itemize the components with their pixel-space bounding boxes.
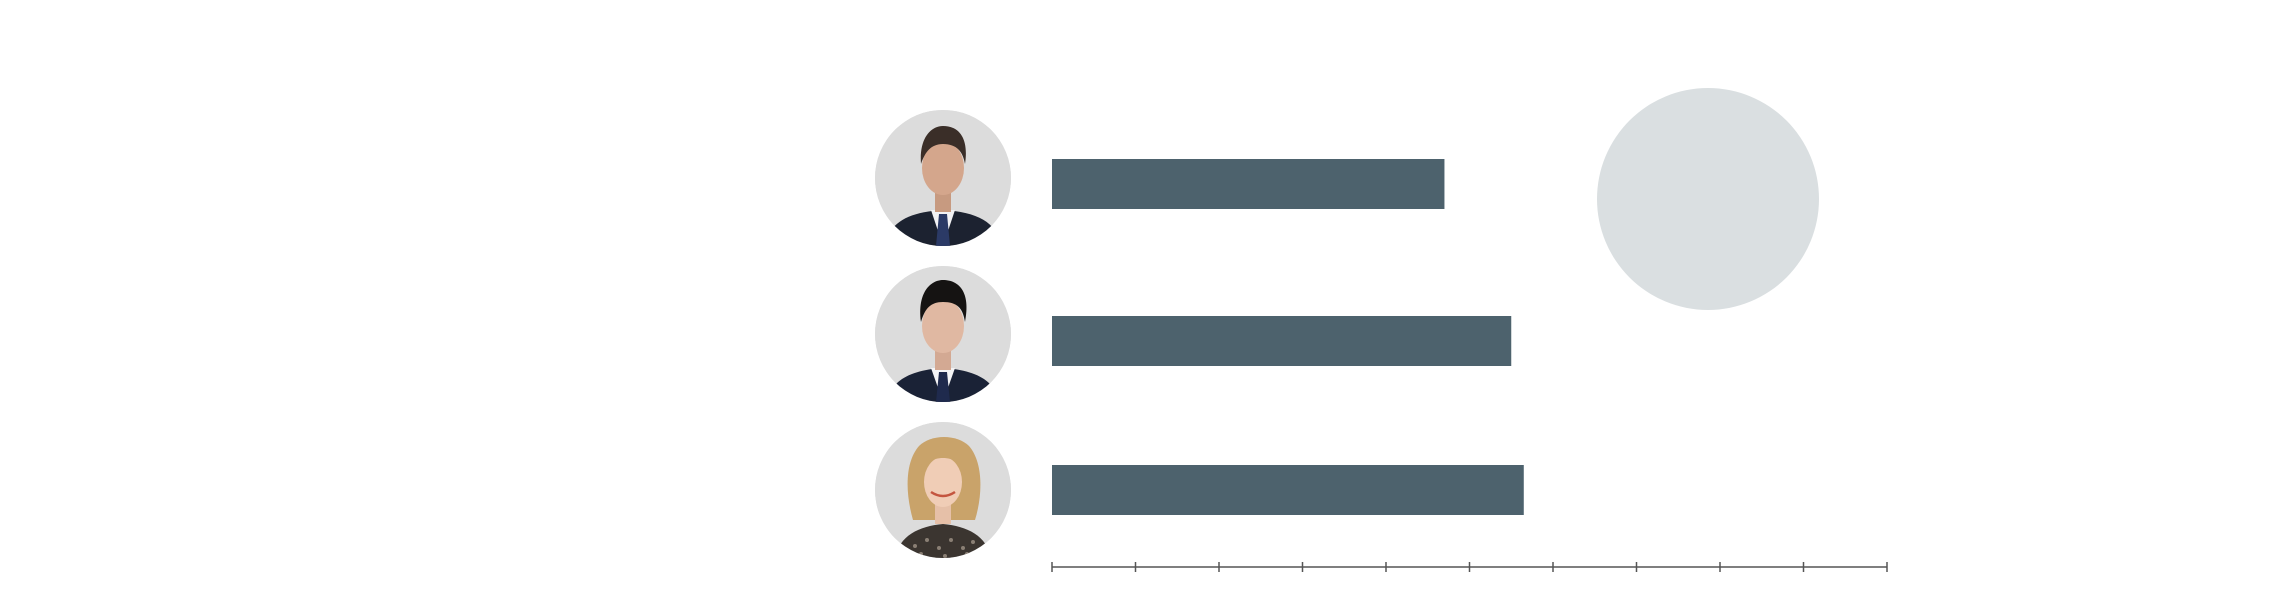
bar-3 <box>1052 465 1524 515</box>
man-dark-hair-portrait-icon <box>875 110 1011 246</box>
bar-1 <box>1052 159 1445 209</box>
bar-2 <box>1052 316 1512 366</box>
x-axis <box>1051 562 1888 572</box>
candidate-2-avatar <box>875 266 1011 402</box>
candidate-3-avatar <box>875 422 1011 558</box>
grey-circle-badge <box>1597 88 1819 310</box>
candidate-1-avatar <box>875 110 1011 246</box>
woman-blonde-portrait-icon <box>875 422 1011 558</box>
man-black-hair-portrait-icon <box>875 266 1011 402</box>
bars-layer <box>1052 159 1524 515</box>
